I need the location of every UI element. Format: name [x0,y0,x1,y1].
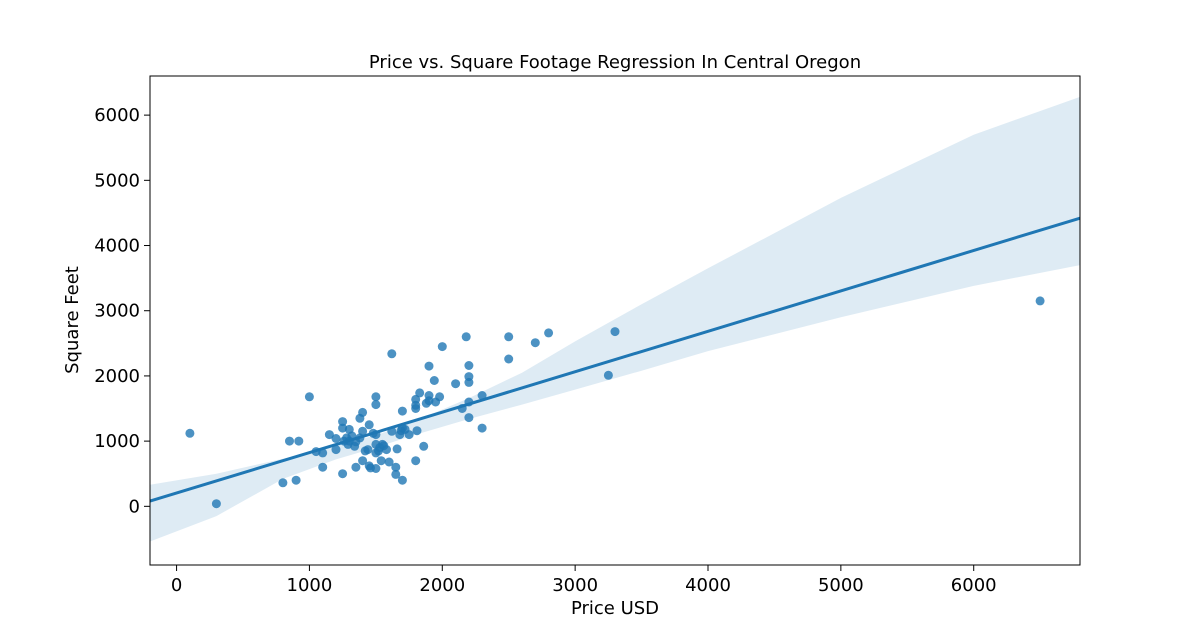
y-axis-label: Square Feet [62,266,83,374]
data-point [387,349,397,359]
data-point [391,462,401,472]
data-point [504,354,514,364]
plot-area [149,96,1081,542]
data-point [331,445,341,455]
data-point [412,426,422,436]
data-point [382,445,391,455]
data-point [358,407,368,417]
regression-line [149,216,1081,503]
data-point [464,361,474,370]
data-point [304,392,314,402]
data-point [397,406,407,416]
data-point [415,388,425,398]
data-point [424,361,434,371]
data-point [338,417,348,427]
x-tick-label: 0 [171,575,182,596]
data-point [358,456,368,466]
data-point [364,420,374,430]
data-point [338,423,348,433]
data-point [285,436,294,446]
y-tick-label: 5000 [94,170,140,191]
y-tick-label: 6000 [94,105,140,126]
data-point [461,332,471,342]
x-tick-label: 5000 [818,575,864,596]
chart-title: Price vs. Square Footage Regression In C… [369,52,861,73]
data-point [384,457,394,467]
x-tick-label: 1000 [287,575,333,596]
data-point [397,475,407,485]
data-point [363,445,373,455]
data-point [477,423,487,433]
data-point [376,456,386,466]
x-tick-label: 6000 [951,575,997,596]
x-tick-label: 2000 [419,575,465,596]
data-point [429,376,439,385]
data-point [278,478,288,488]
data-point [477,391,487,400]
data-point [464,377,474,387]
y-tick-label: 0 [129,496,140,517]
data-point [291,475,301,485]
data-point [437,342,447,352]
data-point [371,464,381,473]
data-point [464,413,474,423]
data-point [392,444,402,454]
data-point [371,392,381,402]
data-point [331,434,341,443]
data-point [1035,296,1045,306]
data-point [404,430,414,440]
data-point [435,392,445,402]
data-point [324,430,334,440]
data-point [371,400,381,410]
data-point [610,327,620,337]
data-point [358,426,368,436]
data-point [504,332,514,342]
y-tick-label: 4000 [94,236,140,257]
data-point [411,404,421,413]
data-point [530,338,540,348]
x-tick-label: 3000 [552,575,598,596]
data-point [338,469,348,479]
x-tick-label: 4000 [685,575,731,596]
data-point [451,379,461,389]
data-point [351,462,361,472]
data-point [318,462,328,472]
data-point [411,456,421,466]
data-point [603,370,613,380]
data-point [544,328,554,338]
x-axis-label: Price USD [571,598,659,619]
data-point [211,499,221,509]
plot-frame [149,75,1081,566]
data-point [294,436,304,446]
y-tick-label: 2000 [94,366,140,387]
data-point [391,469,401,479]
y-tick-label: 1000 [94,431,140,452]
data-point [185,428,195,438]
data-point [419,441,429,451]
axis-ticks: 0 1000 2000 3000 4000 5000 6000 0 1000 2000 3000 40… [94,105,996,596]
confidence-band [150,96,1080,542]
y-tick-label: 3000 [94,301,140,322]
